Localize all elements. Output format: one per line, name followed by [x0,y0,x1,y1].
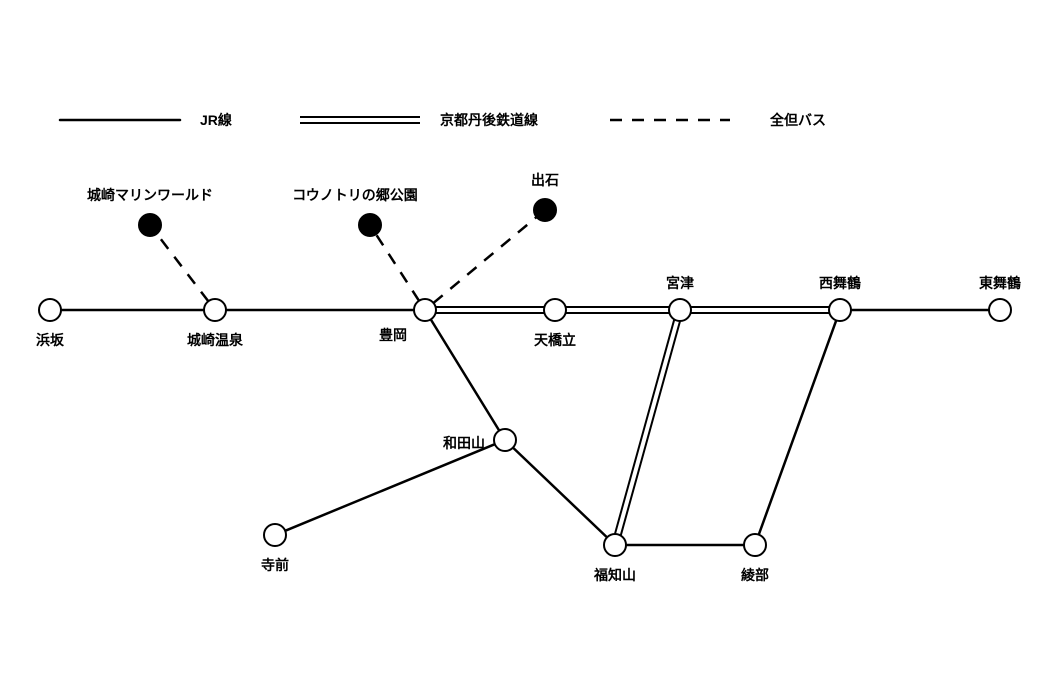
node-nishimaizuru: 西舞鶴 [819,275,861,321]
nodes-layer: 浜坂 城崎温泉 豊岡 天橋立 宮津 西舞鶴 東舞鶴和田山寺前福知山 綾部 城崎マリンワールド コウ… [36,172,1021,583]
node-circle-marine [139,214,161,236]
node-circle-hamasaka [39,299,61,321]
node-label-hamasaka: 浜坂 [36,332,65,348]
node-label-miyazu: 宮津 [666,275,694,291]
node-label-kounotori: コウノトリの郷公園 [292,187,417,203]
node-label-kinosaki: 城崎温泉 [187,332,244,348]
legend-label-2: 全但バス [769,112,826,128]
node-label-nishimaizuru: 西舞鶴 [819,275,861,291]
node-circle-fukuchiyama [604,534,626,556]
edge-wadayama-teramae [285,444,495,531]
node-circle-izushi [534,199,556,221]
node-izushi: 出石 [531,172,559,221]
node-circle-nishimaizuru [829,299,851,321]
edges-layer [61,217,989,545]
edge-toyooka-izushi [433,217,536,303]
node-teramae: 寺前 [261,524,289,573]
node-toyooka: 豊岡 [379,299,436,343]
node-label-ayabe: 綾部 [741,567,769,583]
node-ayabe: 綾部 [741,534,769,583]
node-circle-amanohashi [544,299,566,321]
node-circle-kinosaki [204,299,226,321]
node-higashimaizuru: 東舞鶴 [979,275,1021,321]
legend-label-1: 京都丹後鉄道線 [440,112,538,128]
node-circle-miyazu [669,299,691,321]
route-map: JR線 京都丹後鉄道線 全但バス浜坂 城崎温泉 豊岡 天橋立 宮津 西舞鶴 東舞鶴和田山寺前福知… [0,0,1050,700]
node-kounotori: コウノトリの郷公園 [292,187,417,236]
node-fukuchiyama: 福知山 [593,534,636,583]
edge-miyazu-nishimaizuru [691,307,829,313]
edge-toyooka-kounotori [376,234,419,301]
node-circle-teramae [264,524,286,546]
node-label-wadayama: 和田山 [443,435,485,451]
node-label-marine: 城崎マリンワールド [87,187,213,203]
node-circle-kounotori [359,214,381,236]
node-label-higashimaizuru: 東舞鶴 [979,275,1021,291]
node-marine: 城崎マリンワールド [87,187,213,236]
node-label-fukuchiyama: 福知山 [593,567,636,583]
edge-toyooka-amanohashi [436,307,544,313]
edge-miyazu-fukuchiyama [615,320,680,535]
legend-label-0: JR線 [200,112,232,128]
node-label-teramae: 寺前 [261,557,289,573]
node-circle-wadayama [494,429,516,451]
node-hamasaka: 浜坂 [36,299,65,348]
edge-ayabe-nishimaizuru [759,320,837,534]
edge-wadayama-fukuchiyama [513,448,607,538]
edge-toyooka-wadayama [431,319,499,430]
node-circle-ayabe [744,534,766,556]
node-label-amanohashi: 天橋立 [534,332,576,348]
node-kinosaki: 城崎温泉 [187,299,244,348]
node-miyazu: 宮津 [666,275,694,321]
node-circle-higashimaizuru [989,299,1011,321]
node-wadayama: 和田山 [443,429,516,451]
edge-kinosaki-marine [157,234,209,302]
legend-line-1 [300,117,420,123]
node-circle-toyooka [414,299,436,321]
node-label-izushi: 出石 [531,172,559,188]
edge-amanohashi-miyazu [566,307,669,313]
node-label-toyooka: 豊岡 [379,327,407,343]
legend: JR線 京都丹後鉄道線 全但バス [60,112,826,128]
